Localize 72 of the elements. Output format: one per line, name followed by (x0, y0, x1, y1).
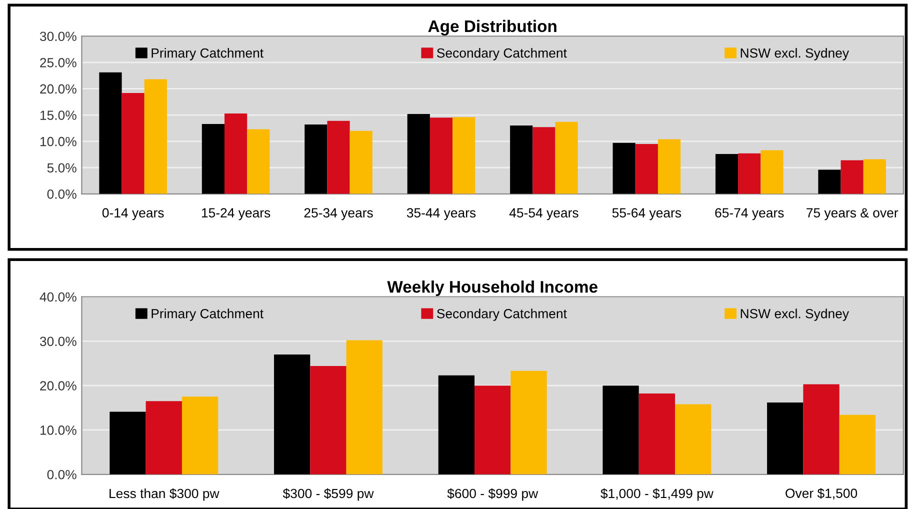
bar (839, 414, 876, 474)
bar (99, 72, 122, 194)
bar (146, 401, 182, 474)
bar (760, 150, 784, 194)
y-tick-label: 10.0% (40, 136, 76, 146)
bar (638, 394, 676, 474)
x-tick-label: Less than $300 pw (110, 488, 220, 501)
y-tick-label: 5.0% (47, 163, 76, 173)
x-tick-label: 0-14 years (102, 208, 164, 220)
bar (803, 384, 840, 474)
bar (350, 130, 372, 194)
bar (510, 126, 533, 194)
bar (144, 79, 167, 194)
bar (612, 142, 636, 194)
bar (438, 375, 475, 474)
x-tick-label: 35-44 years (406, 208, 476, 220)
bar (224, 113, 248, 194)
y-tick-label: 10.0% (40, 426, 76, 435)
y-tick-label: 20.0% (40, 84, 76, 94)
x-tick-label: 15-24 years (202, 208, 270, 220)
bar (818, 170, 841, 194)
x-tick-label: 75 years & over (806, 208, 898, 220)
legend-label: NSW excl. Sydney (740, 308, 850, 321)
y-tick-label: 40.0% (40, 292, 76, 302)
bar (532, 127, 556, 194)
y-tick-label: 15.0% (40, 110, 76, 120)
y-tick-label: 0.0% (47, 189, 76, 199)
bar (430, 118, 453, 194)
bar (327, 120, 350, 194)
y-tick-label: 30.0% (40, 336, 76, 346)
bar (602, 386, 639, 474)
legend-label: Primary Catchment (152, 48, 264, 60)
legend-label: Primary Catchment (152, 308, 264, 321)
y-tick-label: 20.0% (40, 381, 76, 390)
x-tick-label: 55-64 years (612, 208, 682, 220)
bar (452, 117, 476, 194)
bar (182, 396, 218, 474)
legend-label: Secondary Catchment (437, 308, 567, 321)
y-tick-label: 0.0% (47, 470, 76, 480)
bar (122, 92, 144, 194)
bar (346, 340, 382, 474)
chart-title: Age Distribution (428, 20, 556, 36)
bar (635, 144, 658, 194)
bar (675, 404, 712, 474)
bar (767, 402, 804, 474)
x-tick-label: 25-34 years (304, 208, 373, 220)
bar (110, 412, 146, 474)
legend-label: NSW excl. Sydney (740, 48, 850, 60)
bar (407, 114, 430, 194)
bar (274, 354, 310, 474)
bar (715, 154, 738, 194)
x-tick-label: $300 - $599 pw (282, 488, 374, 501)
chart-title: Weekly Household Income (387, 280, 598, 296)
bar (310, 366, 346, 474)
y-tick-label: 25.0% (40, 58, 76, 68)
x-tick-label: Over $1,500 (786, 488, 858, 500)
bar (738, 153, 761, 194)
bar (202, 124, 224, 194)
y-tick-label: 30.0% (40, 32, 76, 42)
bar (247, 129, 270, 194)
x-tick-label: 45-54 years (509, 208, 578, 220)
bar (474, 386, 511, 474)
bar (840, 160, 864, 194)
bar (555, 122, 578, 194)
x-tick-label: $600 - $999 pw (447, 488, 538, 501)
bar (304, 124, 328, 194)
x-tick-label: 65-74 years (715, 208, 784, 220)
legend-label: Secondary Catchment (437, 48, 567, 60)
bar (510, 370, 547, 474)
bar (658, 139, 681, 194)
x-tick-label: $1,000 - $1,499 pw (600, 488, 714, 501)
bar (863, 159, 886, 194)
